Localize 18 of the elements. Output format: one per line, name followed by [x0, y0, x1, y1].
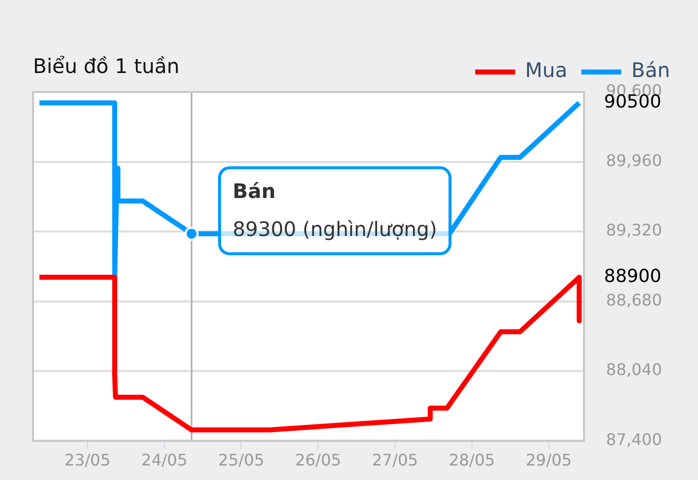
- annotation: 89300 (nghìn/lượng): [232, 216, 438, 241]
- legend-label: Bán: [631, 58, 670, 82]
- chart-title: Biểu đồ 1 tuần: [33, 54, 180, 78]
- x-tick-label: 23/05: [64, 450, 111, 470]
- x-tick-label: 27/05: [372, 450, 418, 470]
- legend-label: Mua: [525, 58, 568, 82]
- data-label: 88900: [604, 266, 662, 287]
- x-tick-label: 25/05: [218, 450, 264, 470]
- y-tick-label: 89,320: [606, 220, 662, 240]
- x-tick-label: 26/05: [295, 450, 342, 470]
- annotation: Bán: [232, 178, 276, 203]
- x-tick-label: 24/05: [141, 450, 188, 470]
- y-tick-label: 89,960: [606, 150, 662, 170]
- y-tick-label: 87,400: [606, 430, 662, 449]
- x-tick-label: 28/05: [448, 450, 495, 470]
- y-tick-label: 88,680: [606, 290, 662, 310]
- x-tick-label: 29/05: [526, 450, 572, 470]
- y-tick-label: 88,040: [606, 360, 662, 380]
